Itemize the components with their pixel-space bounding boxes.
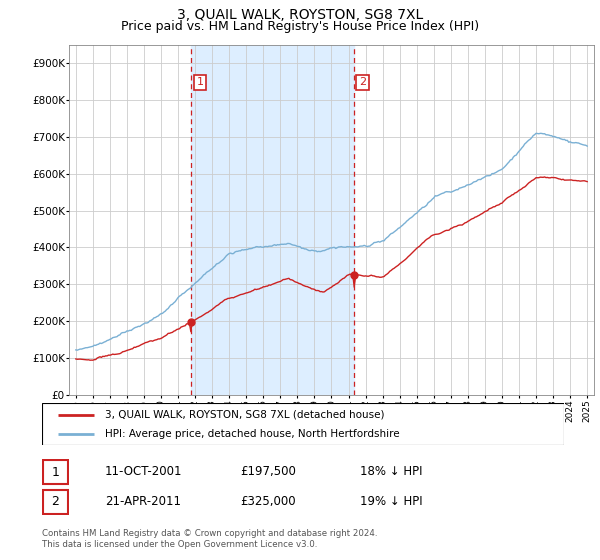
Text: 2: 2 — [52, 495, 59, 508]
Text: 2: 2 — [359, 77, 366, 87]
Text: Price paid vs. HM Land Registry's House Price Index (HPI): Price paid vs. HM Land Registry's House … — [121, 20, 479, 32]
Text: £325,000: £325,000 — [240, 494, 296, 508]
Text: 21-APR-2011: 21-APR-2011 — [105, 494, 181, 508]
Text: HPI: Average price, detached house, North Hertfordshire: HPI: Average price, detached house, Nort… — [104, 429, 399, 439]
Text: 19% ↓ HPI: 19% ↓ HPI — [360, 494, 422, 508]
Text: 18% ↓ HPI: 18% ↓ HPI — [360, 465, 422, 478]
Text: £197,500: £197,500 — [240, 465, 296, 478]
Text: 11-OCT-2001: 11-OCT-2001 — [105, 465, 182, 478]
Text: 1: 1 — [196, 77, 203, 87]
Bar — [191, 45, 353, 395]
Text: Contains HM Land Registry data © Crown copyright and database right 2024.
This d: Contains HM Land Registry data © Crown c… — [42, 529, 377, 549]
Text: 1: 1 — [52, 465, 59, 479]
Text: 3, QUAIL WALK, ROYSTON, SG8 7XL: 3, QUAIL WALK, ROYSTON, SG8 7XL — [177, 8, 423, 22]
Text: 3, QUAIL WALK, ROYSTON, SG8 7XL (detached house): 3, QUAIL WALK, ROYSTON, SG8 7XL (detache… — [104, 409, 384, 419]
